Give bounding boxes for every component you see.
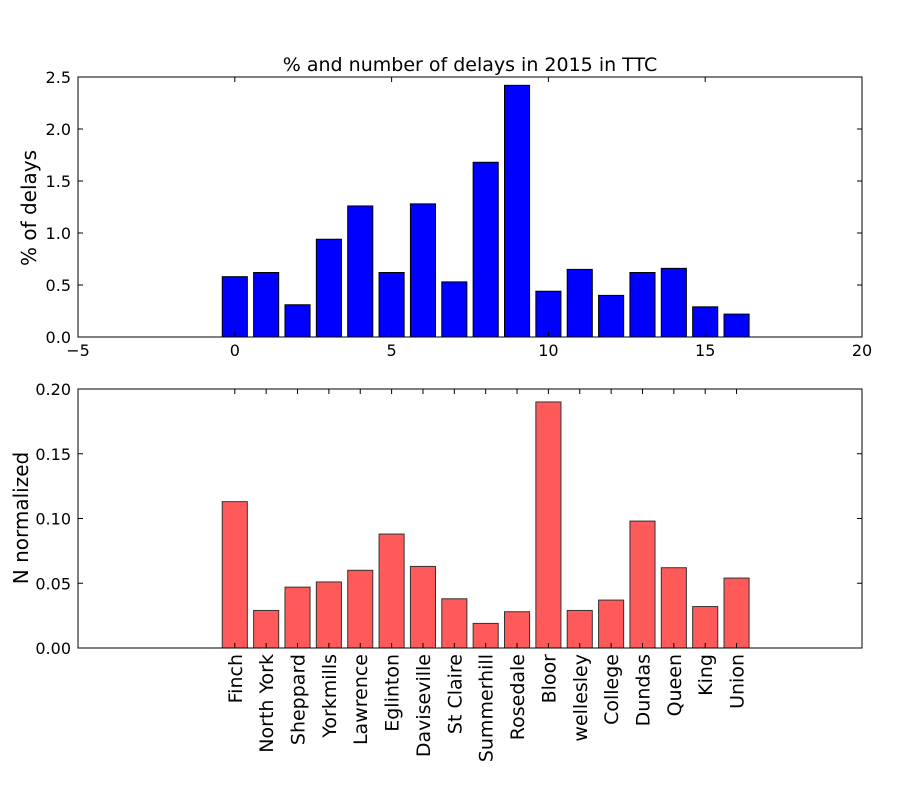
category-label: Queen xyxy=(664,654,686,716)
category-label: Rosedale xyxy=(507,654,529,740)
bar-series xyxy=(221,84,750,338)
bar xyxy=(284,304,311,338)
bar xyxy=(409,203,437,338)
bar xyxy=(315,238,342,338)
bar xyxy=(660,567,687,649)
bar xyxy=(472,161,499,338)
bar xyxy=(723,577,750,649)
y-tick-label: 1.0 xyxy=(46,224,71,243)
bar xyxy=(566,268,593,338)
plot-frame xyxy=(77,388,863,649)
category-label: North York xyxy=(256,654,278,753)
plot-frame xyxy=(77,76,863,338)
y-tick-label: 0.15 xyxy=(35,445,71,464)
x-tick-label: 0 xyxy=(230,341,240,360)
bar xyxy=(503,84,531,338)
bar xyxy=(378,533,405,649)
chart-delay-percent: % and number of delays in 2015 in TTC % … xyxy=(17,54,872,360)
bar xyxy=(723,313,750,338)
category-label: Yorkmills xyxy=(319,654,341,739)
category-label: St Claire xyxy=(444,654,466,734)
bar xyxy=(566,609,593,649)
bar xyxy=(598,599,625,649)
y-tick-label: 0.10 xyxy=(35,510,71,529)
bar xyxy=(535,290,562,338)
category-label: Dundas xyxy=(632,654,654,726)
bar xyxy=(315,581,342,649)
category-label: Summerhill xyxy=(476,654,498,762)
category-label: Lawrence xyxy=(350,654,372,745)
bar xyxy=(629,520,656,649)
bar xyxy=(347,205,374,338)
bar xyxy=(221,501,248,649)
y-tick-label: 2.5 xyxy=(46,68,71,87)
bar xyxy=(347,569,374,649)
bar xyxy=(503,611,531,649)
y-tick-label: 0.00 xyxy=(35,639,71,658)
bar xyxy=(378,272,405,338)
y-tick-label: 0.05 xyxy=(35,574,71,593)
y-tick-label: 0.20 xyxy=(35,380,71,399)
category-label: Daviseville xyxy=(413,654,435,757)
bar xyxy=(535,401,562,649)
y-axis-label: N normalized xyxy=(9,452,33,584)
x-tick-label: −5 xyxy=(66,341,90,360)
bar xyxy=(284,586,311,649)
x-tick-label: 10 xyxy=(538,341,558,360)
bar xyxy=(441,598,468,649)
bar xyxy=(629,272,656,338)
y-axis-label: % of delays xyxy=(17,150,41,266)
category-label: Sheppard xyxy=(288,654,310,745)
bar xyxy=(660,267,687,338)
bar-series xyxy=(221,401,750,649)
axis-ticks: Finch North York Sheppard Yorkmills Lawrence… xyxy=(35,380,862,762)
x-tick-label: 5 xyxy=(387,341,397,360)
bar xyxy=(409,565,437,649)
bar xyxy=(253,272,280,338)
category-label: Bloor xyxy=(538,654,560,704)
bar xyxy=(692,306,719,338)
bar xyxy=(253,609,280,649)
category-label: Eglinton xyxy=(382,654,404,732)
y-tick-label: 0.0 xyxy=(46,328,71,347)
bar xyxy=(441,281,468,338)
axis-ticks: −5 0 5 10 15 20 0.0 0.5 1.0 1.5 2.0 2.5 xyxy=(46,68,873,360)
x-tick-label: 20 xyxy=(852,341,872,360)
category-label: wellesley xyxy=(570,654,592,742)
chart-title: % and number of delays in 2015 in TTC xyxy=(283,54,657,76)
y-tick-label: 0.5 xyxy=(46,276,71,295)
category-label: Union xyxy=(727,654,749,709)
y-tick-label: 2.0 xyxy=(46,120,71,139)
bar xyxy=(692,606,719,649)
x-tick-label: 15 xyxy=(695,341,715,360)
chart-delay-count-normalized: N normalized Finch North York Sheppard York… xyxy=(9,380,863,762)
bar xyxy=(221,276,248,338)
y-tick-label: 1.5 xyxy=(46,172,71,191)
category-label: Finch xyxy=(225,654,247,703)
category-label: King xyxy=(695,654,717,696)
category-label: College xyxy=(601,654,623,725)
bar xyxy=(598,294,625,338)
